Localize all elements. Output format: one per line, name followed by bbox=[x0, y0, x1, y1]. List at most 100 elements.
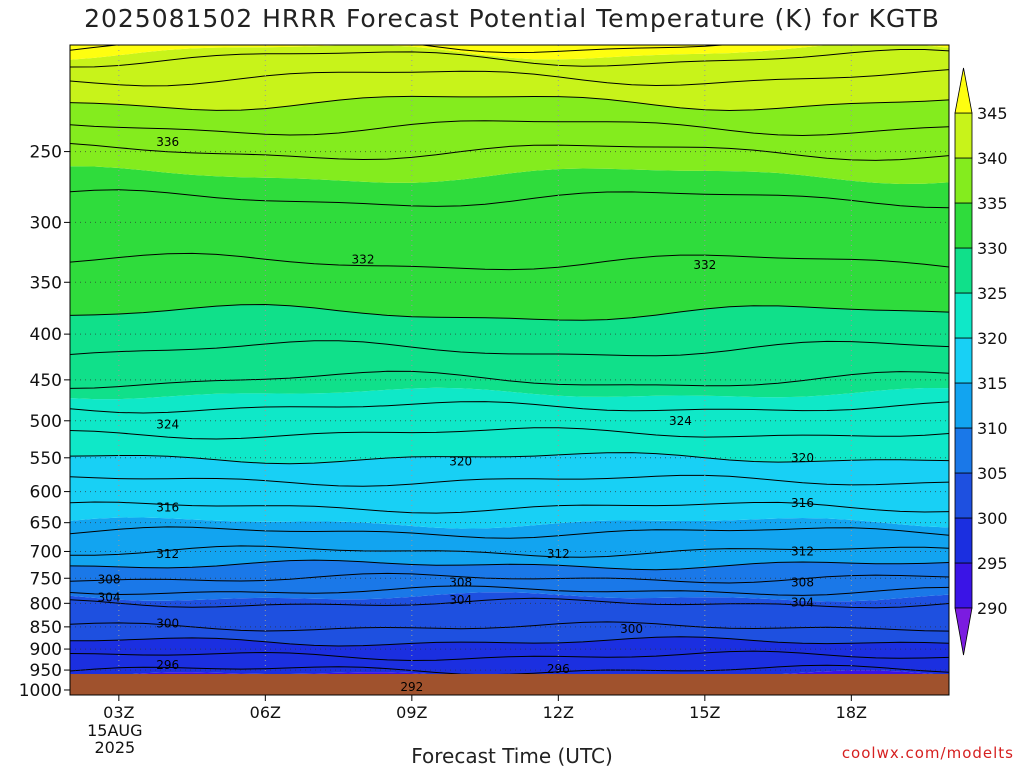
contour-label: 308 bbox=[449, 575, 472, 589]
y-tick-label: 400 bbox=[30, 325, 62, 345]
contour-label: 304 bbox=[449, 593, 472, 607]
colorbar-label: 340 bbox=[977, 149, 1008, 168]
ground-band bbox=[70, 674, 949, 695]
theta-contour bbox=[70, 452, 949, 465]
y-tick-label: 900 bbox=[30, 640, 62, 660]
colorbar-label: 305 bbox=[977, 464, 1008, 483]
colorbar-box bbox=[954, 292, 973, 339]
colorbar-box bbox=[954, 382, 973, 429]
x-tick-label: 09Z bbox=[396, 703, 427, 722]
colorbar-box bbox=[954, 157, 973, 204]
theta-band bbox=[70, 387, 949, 464]
contour-label: 292 bbox=[400, 680, 423, 694]
theta-contour bbox=[70, 252, 949, 271]
contour-label: 324 bbox=[156, 418, 179, 432]
colorbar: 290 295 300 305 310 315 320 325 330 335 340 345 bbox=[954, 67, 1008, 656]
theta-fill-bands bbox=[70, 45, 949, 695]
colorbar-under-arrow bbox=[954, 607, 973, 656]
theta-contour bbox=[70, 636, 949, 647]
x-tick-label: 18Z bbox=[836, 703, 867, 722]
contour-label: 332 bbox=[693, 258, 716, 272]
colorbar-label: 325 bbox=[977, 284, 1008, 303]
contour-label: 300 bbox=[156, 617, 179, 631]
y-tick-label: 850 bbox=[30, 618, 62, 638]
theta-band bbox=[70, 45, 949, 111]
y-axis: 2503003504004505005506006507007508008509… bbox=[19, 143, 70, 701]
y-tick-label: 500 bbox=[30, 412, 62, 432]
theta-contour bbox=[70, 572, 949, 584]
colorbar-box bbox=[954, 112, 973, 159]
y-tick-label: 700 bbox=[30, 542, 62, 562]
chart-title: 2025081502 HRRR Forecast Potential Tempe… bbox=[84, 4, 940, 33]
colorbar-box bbox=[954, 472, 973, 519]
theta-band bbox=[70, 304, 949, 400]
x-axis-label: Forecast Time (UTC) bbox=[411, 744, 613, 768]
y-tick-label: 800 bbox=[30, 594, 62, 614]
theta-contour bbox=[70, 427, 949, 440]
colorbar-label: 310 bbox=[977, 419, 1008, 438]
y-tick-label: 750 bbox=[30, 569, 62, 589]
contour-label: 308 bbox=[98, 572, 121, 586]
y-tick-label: 550 bbox=[30, 449, 62, 469]
colorbar-over-arrow bbox=[954, 67, 973, 114]
x-tick-sublabel: 15AUG bbox=[87, 721, 142, 740]
theta-band bbox=[70, 636, 949, 680]
theta-contour bbox=[70, 95, 949, 112]
ground-surface bbox=[70, 674, 949, 695]
x-tick-label: 06Z bbox=[250, 703, 281, 722]
contour-label: 336 bbox=[156, 135, 179, 149]
contour-label: 312 bbox=[547, 547, 570, 561]
y-tick-label: 450 bbox=[30, 371, 62, 391]
contour-label: 308 bbox=[791, 575, 814, 589]
theta-contour bbox=[70, 340, 949, 357]
colorbar-box bbox=[954, 427, 973, 474]
theta-contour bbox=[70, 585, 949, 596]
theta-contour bbox=[70, 474, 949, 487]
theta-contour bbox=[70, 650, 949, 662]
theta-contour bbox=[70, 597, 949, 609]
x-tick-label: 12Z bbox=[543, 703, 574, 722]
contour-label: 296 bbox=[547, 662, 570, 676]
colorbar-box bbox=[954, 202, 973, 249]
theta-contour bbox=[70, 16, 949, 32]
contour-label: 304 bbox=[98, 590, 121, 604]
theta-contour bbox=[70, 545, 949, 558]
contour-label: 324 bbox=[669, 414, 692, 428]
theta-contour bbox=[70, 401, 949, 414]
y-tick-label: 350 bbox=[30, 273, 62, 293]
x-tick-label: 03Z bbox=[103, 703, 134, 722]
colorbar-box bbox=[954, 247, 973, 294]
y-tick-label: 650 bbox=[30, 514, 62, 534]
theta-contour bbox=[70, 49, 949, 68]
theta-band bbox=[70, 96, 949, 184]
colorbar-box bbox=[954, 517, 973, 564]
theta-contour bbox=[70, 45, 949, 54]
theta-contour bbox=[70, 69, 949, 87]
theta-band bbox=[70, 166, 949, 321]
theta-contour bbox=[70, 501, 949, 514]
theta-contour bbox=[70, 189, 949, 209]
contour-label: 296 bbox=[156, 658, 179, 672]
colorbar-label: 320 bbox=[977, 329, 1008, 348]
contour-labels: 336 332 332 324 324 320 320 316 316 312 312 312 308 3… bbox=[98, 135, 814, 694]
colorbar-label: 335 bbox=[977, 194, 1008, 213]
contour-label: 332 bbox=[352, 252, 375, 266]
credit-link[interactable]: coolwx.com/modelts bbox=[841, 744, 1014, 762]
theta-band bbox=[70, 452, 949, 529]
contour-label: 312 bbox=[791, 544, 814, 558]
colorbar-label: 330 bbox=[977, 239, 1008, 258]
colorbar-label: 290 bbox=[977, 599, 1008, 618]
contour-label: 320 bbox=[449, 454, 472, 468]
theta-contour bbox=[70, 621, 949, 632]
x-tick-label: 15Z bbox=[689, 703, 720, 722]
theta-contour bbox=[70, 303, 949, 321]
theta-band bbox=[70, 592, 949, 646]
contour-label: 320 bbox=[791, 451, 814, 465]
colorbar-box bbox=[954, 337, 973, 384]
contour-label: 300 bbox=[620, 622, 643, 636]
colorbar-box bbox=[954, 562, 973, 609]
y-tick-label: 300 bbox=[30, 213, 62, 233]
colorbar-label: 345 bbox=[977, 104, 1008, 123]
